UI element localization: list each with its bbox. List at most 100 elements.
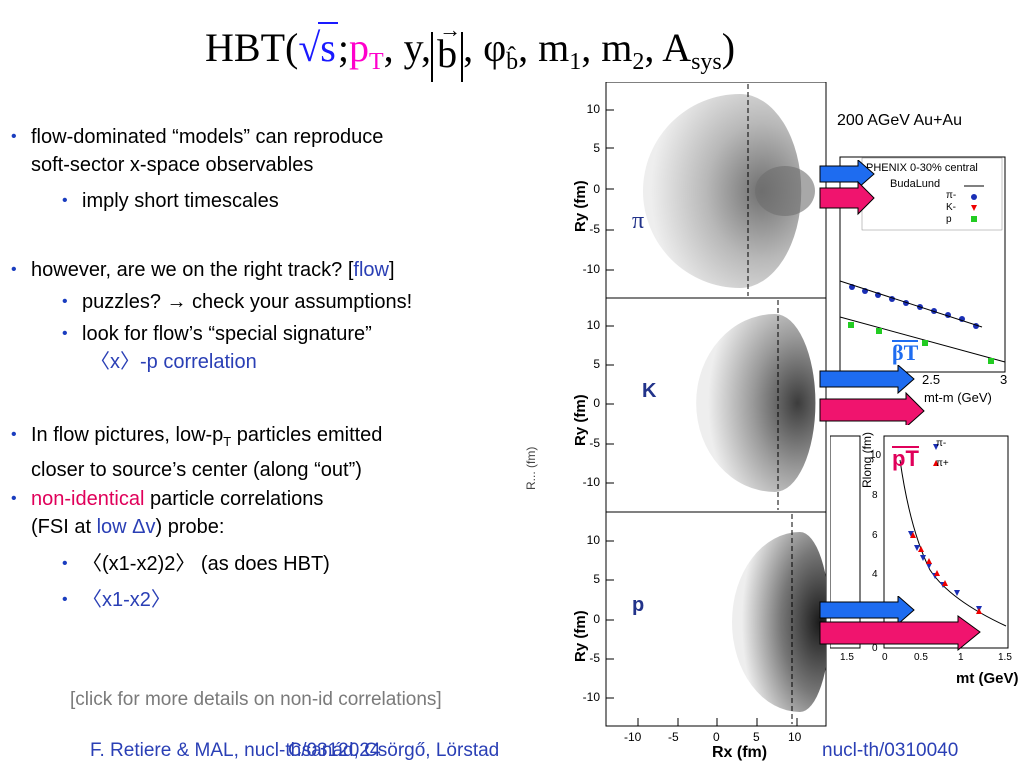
clipped-axis-label: R... (fm) bbox=[524, 446, 538, 490]
xtick: 10 bbox=[788, 730, 802, 744]
bullet-2-sub1: • puzzles? → check your assumptions! bbox=[62, 288, 413, 316]
ytick: 0 bbox=[593, 396, 600, 410]
emission-plots: 10 5 0 -5 -10 10 5 0 -5 -10 10 5 0 -5 -1… bbox=[560, 82, 845, 768]
arrow-pink-p bbox=[819, 615, 981, 652]
y-axis-label: Ry (fm) bbox=[572, 180, 589, 232]
plot2-ytick: 0 bbox=[872, 643, 878, 654]
bullet-dot: • bbox=[11, 261, 17, 278]
bullet-dot: • bbox=[62, 555, 68, 572]
bullet-2-text: however, are we on the right track? [ bbox=[31, 259, 354, 281]
xtick: -5 bbox=[668, 730, 679, 744]
bullet-dot: • bbox=[62, 293, 68, 310]
x-p-correlation: 〈x〉-p correlation bbox=[90, 351, 257, 373]
pt-label: pT bbox=[892, 446, 919, 471]
xtick: 5 bbox=[753, 730, 760, 744]
right-plot-bottom: Rlong (fm) 10 8 6 4 2 0 0 0.5 1 1.5 1.5 … bbox=[830, 430, 1020, 700]
panel-label-k: K bbox=[642, 380, 657, 402]
title-a-sub: sys bbox=[691, 49, 722, 75]
title-m2-sub: 2 bbox=[632, 49, 645, 75]
bullet-4: • non-identical particle correlations (F… bbox=[11, 485, 324, 541]
ytick: 0 bbox=[593, 182, 600, 196]
flow-link[interactable]: flow bbox=[353, 259, 389, 281]
bullet-3-sub: T bbox=[223, 434, 232, 449]
bullet-1-line1: flow-dominated “models” can reproduce bbox=[31, 126, 384, 148]
bullet-2-sub1-text: puzzles? → check your assumptions! bbox=[82, 291, 413, 313]
plot1-xlabel: mt-m (GeV) bbox=[924, 390, 992, 405]
title-pt: p bbox=[348, 25, 369, 70]
low-dv-text: low Δv bbox=[96, 516, 156, 538]
bullet-3-text-a: In flow pictures, low-p bbox=[31, 424, 224, 446]
bullet-dot: • bbox=[62, 591, 68, 608]
plot1-legend-model: BudaLund bbox=[890, 178, 941, 190]
xtick: 0 bbox=[713, 730, 720, 744]
ytick: 10 bbox=[586, 102, 600, 116]
bullet-3-line2: closer to source’s center (along “out”) bbox=[31, 459, 362, 481]
emission-plots-svg bbox=[605, 82, 827, 727]
title-semicolon: ; bbox=[337, 25, 349, 70]
x-axis-label: Rx (fm) bbox=[712, 744, 768, 761]
bullet-4-sub1-text: 〈(x1-x2)2〉 (as does HBT) bbox=[82, 553, 330, 575]
xtick: -10 bbox=[624, 730, 642, 744]
bullet-4-sub2: • 〈x1-x2〉 bbox=[62, 586, 171, 614]
plot2-ytick: 6 bbox=[872, 530, 878, 541]
title-b: b bbox=[437, 8, 461, 76]
bullet-4-line2a: (FSI at bbox=[31, 516, 97, 538]
plot2-ytick: 4 bbox=[872, 569, 878, 580]
ytick: 5 bbox=[593, 357, 600, 371]
ytick: -5 bbox=[589, 651, 600, 665]
bullet-2-close: ] bbox=[388, 259, 395, 281]
plot1-xtick: 3 bbox=[1000, 372, 1008, 387]
plot2-xtick: 0.5 bbox=[914, 652, 928, 663]
bullet-1-line2: soft-sector x-space observables bbox=[31, 154, 314, 176]
title-pt-sub: T bbox=[368, 49, 384, 75]
ytick: -10 bbox=[582, 475, 600, 489]
plot2-legend-item: π+ bbox=[936, 458, 949, 469]
arrow-blue-pi bbox=[819, 160, 875, 190]
bullet-1: • flow-dominated “models” can reproduce … bbox=[11, 123, 384, 179]
bullet-3: • In flow pictures, low-pT particles emi… bbox=[11, 421, 382, 484]
bullet-dot: • bbox=[11, 128, 17, 145]
bullet-2: • however, are we on the right track? [f… bbox=[11, 256, 395, 284]
y-axis-label: Ry (fm) bbox=[572, 610, 589, 662]
arrow-pink-k bbox=[819, 391, 925, 425]
plot1-xtick: 2.5 bbox=[922, 372, 941, 387]
title-formula: HBT( √s ; pT , y, b , φb̂ , m1 , m2 , As… bbox=[205, 8, 735, 82]
beta-t-label: βT bbox=[892, 340, 919, 365]
plot1-legend-header: PHENIX 0-30% central bbox=[866, 162, 978, 174]
plot1-legend-item: K- bbox=[946, 202, 956, 213]
plot2-xtick: 0 bbox=[882, 652, 888, 663]
title-b-abs: b bbox=[431, 8, 464, 82]
more-details-link[interactable]: [click for more details on non-id correl… bbox=[70, 689, 442, 710]
bullet-dot: • bbox=[11, 490, 17, 507]
footer-left: F. Retiere & MAL, nucl-th/0312024 bbox=[90, 740, 381, 761]
footer-right: nucl-th/0310040 bbox=[822, 740, 959, 761]
ytick: -10 bbox=[582, 262, 600, 276]
plot2-ytick: 10 bbox=[870, 450, 882, 461]
title-a: , A bbox=[644, 25, 692, 70]
bullet-dot: • bbox=[62, 192, 68, 209]
ytick: -10 bbox=[582, 690, 600, 704]
non-identical-text: non-identical bbox=[31, 488, 145, 510]
y-axis-label: Ry (fm) bbox=[572, 394, 589, 446]
arrow-pink-pi bbox=[819, 180, 875, 216]
bullet-2-sub2-text: look for flow’s “special signature” bbox=[82, 323, 372, 345]
title-m1: , m bbox=[518, 25, 570, 70]
ytick: 10 bbox=[586, 533, 600, 547]
plot1-legend-item: p bbox=[946, 214, 952, 225]
plot2-xlabel: mt (GeV) bbox=[956, 670, 1019, 687]
bullet-4-rest: particle correlations bbox=[144, 488, 324, 510]
bullet-1-sub: • imply short timescales bbox=[62, 187, 279, 215]
ytick: -5 bbox=[589, 436, 600, 450]
title-y: , y, bbox=[383, 25, 432, 70]
ytick: 5 bbox=[593, 572, 600, 586]
arrow-blue-k bbox=[819, 365, 915, 395]
k-emission-shape bbox=[696, 300, 816, 510]
ytick: -5 bbox=[589, 222, 600, 236]
title-m2: , m bbox=[581, 25, 633, 70]
title-phi: , φ bbox=[463, 25, 507, 70]
plot1-legend-item: π- bbox=[946, 190, 957, 201]
ytick: 0 bbox=[593, 612, 600, 626]
plot2-xtick: 1.5 bbox=[998, 652, 1012, 663]
pi-emission-shape bbox=[643, 84, 815, 296]
plot2-left-tick: 1.5 bbox=[840, 652, 854, 663]
